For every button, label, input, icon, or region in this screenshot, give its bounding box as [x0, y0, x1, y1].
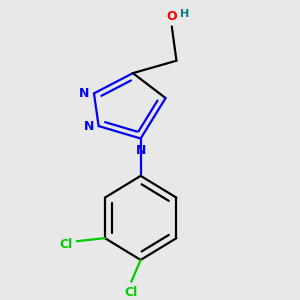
Text: Cl: Cl	[59, 238, 72, 251]
Text: H: H	[180, 9, 189, 19]
Text: O: O	[167, 10, 177, 23]
Text: N: N	[136, 144, 146, 157]
Text: Cl: Cl	[125, 286, 138, 299]
Text: N: N	[84, 120, 94, 133]
Text: N: N	[79, 87, 89, 100]
